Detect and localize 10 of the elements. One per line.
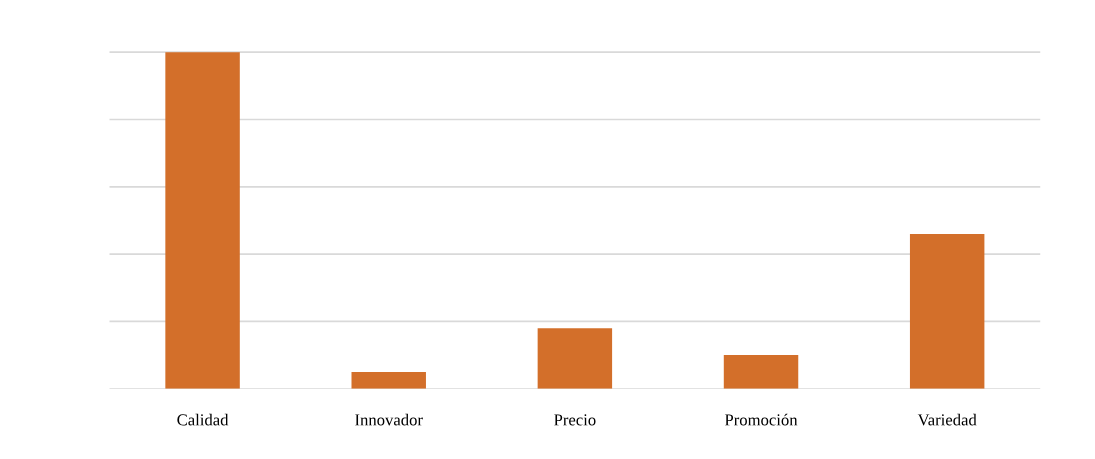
bar [537, 328, 613, 389]
bar [351, 371, 426, 389]
x-tick-label: Calidad [177, 413, 229, 426]
bar [909, 233, 985, 389]
x-tick-label: Precio [554, 414, 596, 426]
x-tick-label: Variedad [917, 413, 977, 426]
bar [723, 355, 799, 389]
x-tick-label: Promoción [724, 413, 798, 426]
x-tick-label: Innovador [355, 413, 423, 426]
bar [165, 52, 240, 389]
